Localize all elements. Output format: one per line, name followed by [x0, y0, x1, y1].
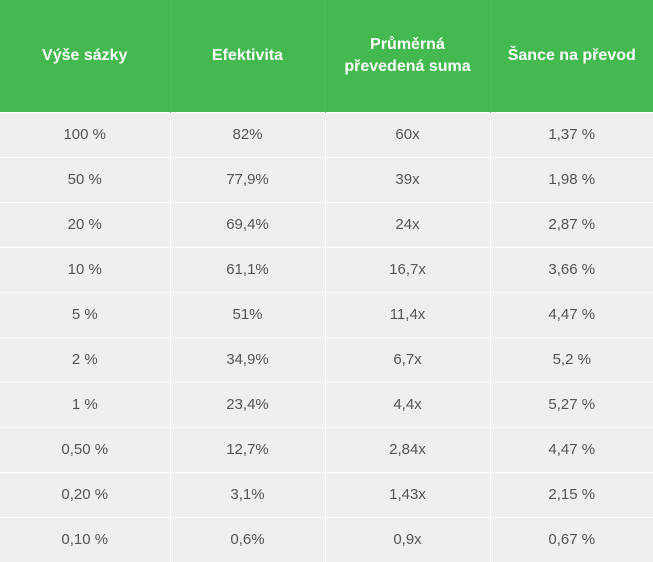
cell-vyse-sazky: 0,50 %: [0, 426, 170, 472]
cell-sance: 3,66 %: [489, 246, 653, 292]
cell-prumerna-suma: 6,7x: [324, 336, 490, 382]
cell-prumerna-suma: 4,4x: [324, 381, 490, 427]
cell-prumerna-suma: 16,7x: [324, 246, 490, 292]
cell-vyse-sazky: 1 %: [0, 381, 170, 427]
header-sance-na-prevod: Šance na převod: [489, 0, 653, 112]
cell-vyse-sazky: 20 %: [0, 201, 170, 247]
cell-sance: 0,67 %: [489, 516, 653, 562]
table-row: 2 % 34,9% 6,7x 5,2 %: [0, 336, 653, 382]
table-row: 5 % 51% 11,4x 4,47 %: [0, 291, 653, 337]
table-row: 50 % 77,9% 39x 1,98 %: [0, 156, 653, 202]
cell-efektivita: 82%: [169, 111, 325, 157]
cell-sance: 2,87 %: [489, 201, 653, 247]
cell-vyse-sazky: 0,20 %: [0, 471, 170, 517]
header-efektivita: Efektivita: [169, 0, 325, 112]
cell-efektivita: 23,4%: [169, 381, 325, 427]
cell-prumerna-suma: 2,84x: [324, 426, 490, 472]
cell-vyse-sazky: 5 %: [0, 291, 170, 337]
header-prumerna-prevedena-suma: Průměrná převedená suma: [324, 0, 490, 112]
table-row: 0,50 % 12,7% 2,84x 4,47 %: [0, 426, 653, 472]
cell-prumerna-suma: 39x: [324, 156, 490, 202]
cell-prumerna-suma: 60x: [324, 111, 490, 157]
cell-efektivita: 3,1%: [169, 471, 325, 517]
cell-sance: 5,27 %: [489, 381, 653, 427]
cell-sance: 5,2 %: [489, 336, 653, 382]
cell-efektivita: 77,9%: [169, 156, 325, 202]
cell-prumerna-suma: 11,4x: [324, 291, 490, 337]
cell-efektivita: 51%: [169, 291, 325, 337]
table-row: 0,20 % 3,1% 1,43x 2,15 %: [0, 471, 653, 517]
table-row: 0,10 % 0,6% 0,9x 0,67 %: [0, 516, 653, 562]
cell-vyse-sazky: 2 %: [0, 336, 170, 382]
cell-efektivita: 61,1%: [169, 246, 325, 292]
cell-efektivita: 12,7%: [169, 426, 325, 472]
cell-prumerna-suma: 24x: [324, 201, 490, 247]
cell-sance: 2,15 %: [489, 471, 653, 517]
table-row: 20 % 69,4% 24x 2,87 %: [0, 201, 653, 247]
table-header-row: Výše sázky Efektivita Průměrná převedená…: [0, 0, 653, 112]
cell-efektivita: 69,4%: [169, 201, 325, 247]
header-vyse-sazky: Výše sázky: [42, 46, 128, 64]
cell-sance: 1,37 %: [489, 111, 653, 157]
cell-vyse-sazky: 0,10 %: [0, 516, 170, 562]
cell-vyse-sazky: 50 %: [0, 156, 170, 202]
cell-sance: 1,98 %: [489, 156, 653, 202]
cell-efektivita: 34,9%: [169, 336, 325, 382]
table-row: 1 % 23,4% 4,4x 5,27 %: [0, 381, 653, 427]
table-row: 10 % 61,1% 16,7x 3,66 %: [0, 246, 653, 292]
cell-vyse-sazky: 10 %: [0, 246, 170, 292]
cell-efektivita: 0,6%: [169, 516, 325, 562]
cell-sance: 4,47 %: [489, 291, 653, 337]
table-row: 100 % 82% 60x 1,37 %: [0, 111, 653, 157]
cell-sance: 4,47 %: [489, 426, 653, 472]
cell-prumerna-suma: 1,43x: [324, 471, 490, 517]
cell-vyse-sazky: 100 %: [0, 111, 170, 157]
cell-prumerna-suma: 0,9x: [324, 516, 490, 562]
